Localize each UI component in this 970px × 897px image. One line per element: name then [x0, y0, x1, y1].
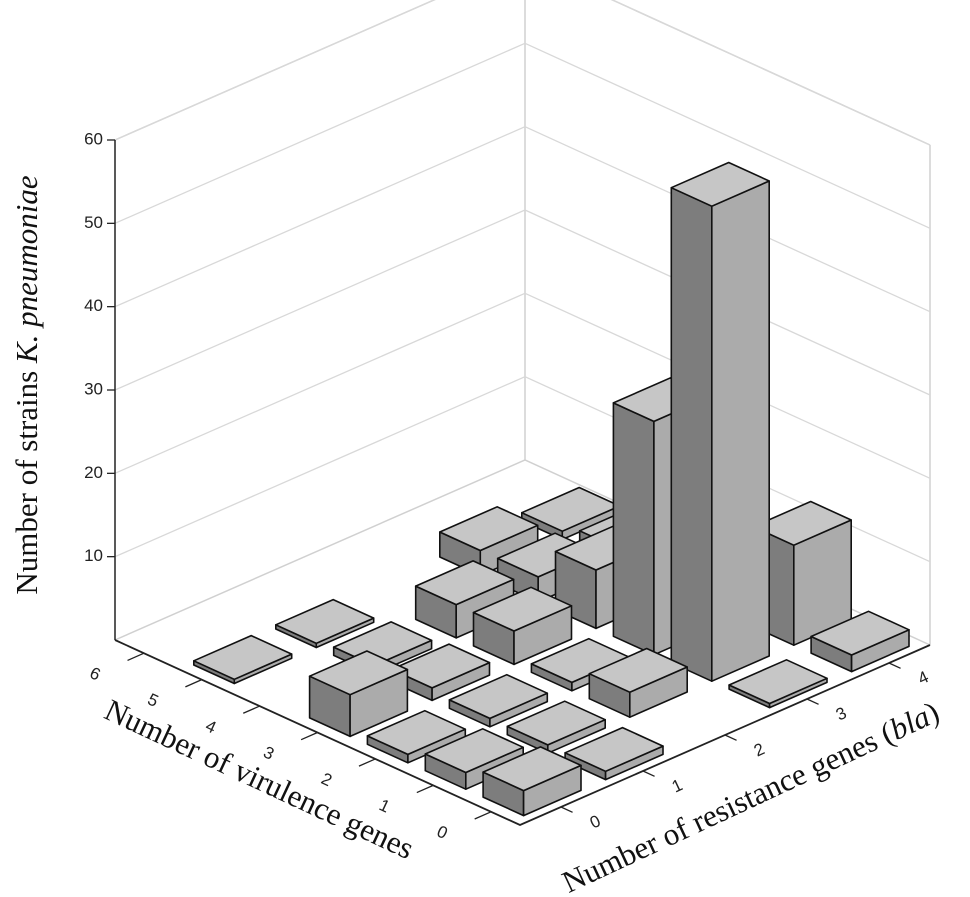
bar: [810, 610, 910, 673]
bar: [448, 673, 549, 728]
bar-top-face: [728, 658, 828, 705]
bar-top-face: [520, 486, 621, 533]
y-tick: [806, 698, 819, 705]
bar-top-face: [506, 700, 607, 746]
x-tick: [358, 758, 376, 767]
walls: [107, 0, 931, 826]
y-tick: [642, 770, 655, 777]
z-axis-title-part: Number of strains: [9, 363, 44, 595]
x-tick: [300, 731, 318, 741]
grid-line: [114, 292, 931, 479]
grid-line: [114, 0, 931, 146]
y-tick-label: 1: [669, 775, 686, 796]
z-tick-label: 60: [84, 129, 103, 148]
bar-top-face: [366, 709, 467, 756]
grid-line: [114, 209, 931, 396]
bar-top-face: [670, 161, 771, 207]
x-tick-label: 2: [318, 769, 335, 790]
y-tick: [724, 734, 737, 741]
y-tick-label: 0: [587, 811, 604, 832]
bar-top-face: [308, 650, 409, 696]
x-tick: [127, 652, 145, 662]
z-axis-title-part: K. pneumoniae: [9, 175, 44, 364]
x-tick-label: 0: [434, 822, 451, 843]
bar-top-face: [482, 746, 582, 792]
bar: [564, 726, 664, 781]
x-tick-label: 1: [376, 795, 393, 816]
wall-top-edge: [114, 0, 931, 146]
x-tick: [474, 811, 492, 820]
z-tick-label: 10: [84, 546, 103, 565]
bar-top-face: [193, 634, 293, 681]
bars: [193, 161, 910, 817]
bar-left-face: [612, 402, 655, 656]
bar-left-face: [670, 186, 713, 683]
bar: [520, 486, 621, 541]
bar: [308, 650, 409, 738]
grid-line: [114, 375, 931, 563]
z-tick-label: 30: [84, 379, 103, 398]
z-tick-label: 40: [84, 296, 103, 315]
bar-top-face: [448, 673, 549, 720]
bar-top-face: [564, 726, 664, 773]
bar: [193, 634, 293, 685]
bar-top-face: [472, 586, 573, 632]
bar: [482, 746, 582, 817]
bar: [588, 647, 689, 719]
bar: [472, 586, 573, 666]
bar-top-face: [424, 727, 525, 774]
y-tick: [560, 806, 573, 813]
bar: [670, 161, 771, 683]
x-tick: [242, 705, 260, 714]
bar-top-face: [810, 610, 910, 656]
grid-line: [114, 125, 931, 313]
x-tick: [185, 679, 203, 688]
bar: [274, 598, 375, 649]
bar: [728, 658, 828, 709]
grid-line: [114, 42, 931, 229]
bar-top-face: [588, 647, 689, 694]
floor-axes: [114, 639, 931, 826]
bar-right-face: [710, 180, 771, 683]
x-tick-label: 6: [87, 663, 104, 684]
y-tick-label: 4: [915, 667, 932, 688]
z-tick-label: 50: [84, 213, 103, 232]
y-tick: [888, 662, 901, 669]
bar-top-face: [274, 598, 375, 645]
z-axis-title: Number of strains K. pneumoniae: [9, 175, 44, 595]
y-tick-label: 2: [751, 739, 768, 760]
z-tick-label: 20: [84, 463, 103, 482]
y-tick-label: 3: [833, 703, 850, 724]
bar: [366, 709, 467, 764]
x-tick: [416, 784, 434, 794]
bar: [506, 700, 607, 755]
bar-top-face: [414, 560, 515, 606]
bar-top-face: [438, 505, 539, 552]
